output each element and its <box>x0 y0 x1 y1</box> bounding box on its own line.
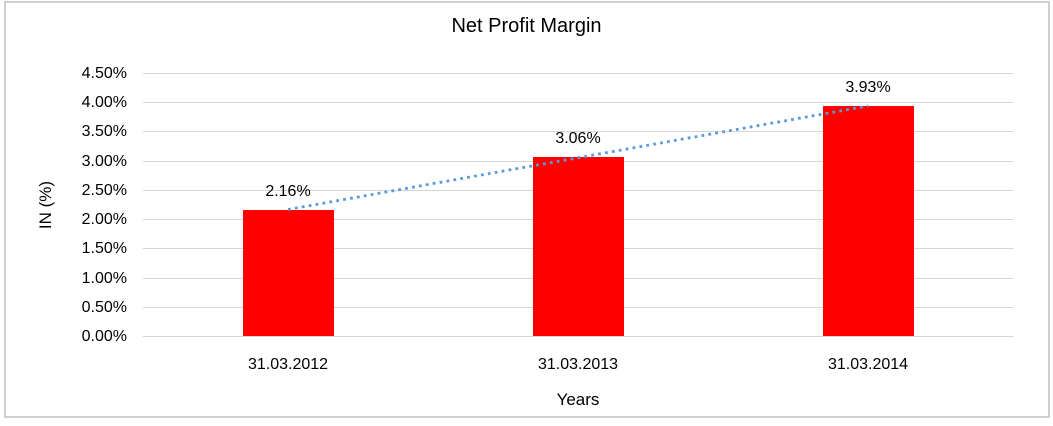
bar-31.03.2012[interactable] <box>242 209 334 336</box>
bar-31.03.2014[interactable] <box>822 106 914 336</box>
gridline <box>143 336 1013 337</box>
y-tick-label: 4.50% <box>81 65 127 82</box>
bar-data-label: 3.93% <box>845 79 891 97</box>
gridline <box>143 73 1013 74</box>
gridline <box>143 102 1013 104</box>
bar-data-label: 2.16% <box>265 182 311 200</box>
y-tick-label: 3.00% <box>81 152 127 170</box>
y-tick-label: 4.00% <box>81 94 127 112</box>
x-tick-label: 31.03.2014 <box>827 356 909 373</box>
y-tick-label: 0.00% <box>81 328 127 345</box>
y-tick-label: 1.00% <box>81 269 127 287</box>
y-tick-label: 2.50% <box>81 181 127 199</box>
y-tick-label: 3.50% <box>81 123 127 141</box>
bar-data-label: 3.06% <box>555 130 601 148</box>
y-tick-label: 0.50% <box>81 298 127 316</box>
x-tick-label: 31.03.2013 <box>537 356 619 373</box>
x-axis-title: Years <box>556 390 600 409</box>
y-tick-label: 1.50% <box>81 240 127 258</box>
y-axis-title: IN (%) <box>36 180 55 230</box>
y-tick-label: 2.00% <box>81 211 127 229</box>
chart-title: Net Profit Margin <box>451 15 602 37</box>
bar-31.03.2013[interactable] <box>532 157 624 336</box>
x-tick-label: 31.03.2012 <box>247 356 329 373</box>
plot-area <box>143 73 1013 337</box>
